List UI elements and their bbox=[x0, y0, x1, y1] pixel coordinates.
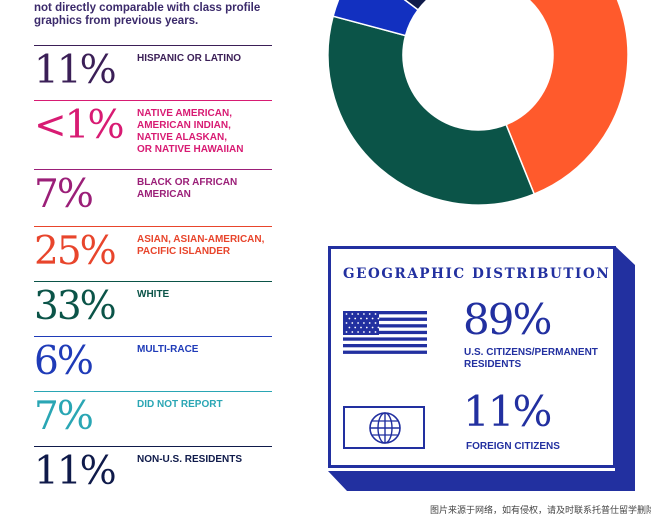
ethnicity-percent: 7% bbox=[34, 172, 94, 217]
flag-star bbox=[351, 313, 354, 315]
ethnicity-percent: 11% bbox=[34, 48, 117, 93]
ethnicity-percent: 25% bbox=[34, 229, 117, 274]
ethnicity-donut-chart bbox=[327, 0, 629, 206]
ethnicity-row: 11% NON-U.S. RESIDENTS bbox=[34, 446, 272, 500]
flag-star bbox=[354, 317, 357, 320]
foreign-citizens-percent: 11% bbox=[463, 387, 552, 436]
ethnicity-label: HISPANIC OR LATINO bbox=[137, 53, 242, 64]
ethnicity-label: WHITE bbox=[137, 289, 170, 300]
donut-segment-multi-race bbox=[332, 0, 420, 37]
flag-star bbox=[351, 331, 354, 333]
ethnicity-percent: 33% bbox=[34, 284, 117, 329]
ethnicity-row: 33% WHITE bbox=[34, 281, 272, 335]
us-citizens-percent: 89% bbox=[463, 295, 552, 344]
flag-star bbox=[363, 313, 365, 315]
flag-star bbox=[348, 317, 351, 320]
flag-stripe bbox=[343, 317, 427, 321]
flag-star bbox=[374, 331, 377, 333]
footer-note: 图片来源于网络，如有侵权，请及时联系托普仕留学删除 bbox=[430, 505, 651, 515]
flag-star bbox=[371, 326, 374, 329]
flag-star bbox=[363, 331, 365, 333]
flag-star bbox=[345, 313, 348, 315]
us-citizens-label: U.S. CITIZENS/PERMANENT RESIDENTS bbox=[464, 347, 598, 370]
ethnicity-percent: 7% bbox=[34, 394, 94, 439]
flag-star bbox=[345, 322, 348, 324]
ethnicity-row: <1% NATIVE AMERICAN, AMERICAN INDIAN, NAT… bbox=[34, 100, 272, 155]
ethnicity-percent: 11% bbox=[34, 449, 117, 494]
flag-stripe bbox=[343, 330, 427, 335]
geographic-distribution-panel: GEOGRAPHIC DISTRIBUTION 89% U.S. CITIZEN… bbox=[325, 243, 635, 491]
flag-star bbox=[363, 322, 365, 324]
geographic-box: GEOGRAPHIC DISTRIBUTION 89% U.S. CITIZEN… bbox=[328, 246, 616, 468]
ethnicity-row: 11% HISPANIC OR LATINO bbox=[34, 45, 272, 99]
intro-text: not directly comparable with class profi… bbox=[34, 2, 261, 27]
flag-star bbox=[377, 317, 380, 320]
flag-stripe bbox=[343, 311, 427, 315]
flag-stripe bbox=[343, 344, 427, 348]
flag-star bbox=[354, 326, 357, 329]
flag-star bbox=[368, 331, 371, 333]
ethnicity-row: 25% ASIAN, ASIAN-AMERICAN, PACIFIC ISLAND… bbox=[34, 226, 272, 280]
flag-star bbox=[351, 322, 354, 324]
ethnicity-percent: 6% bbox=[34, 339, 94, 384]
foreign-citizens-label: FOREIGN CITIZENS bbox=[466, 441, 560, 452]
flag-star bbox=[357, 331, 359, 333]
globe-frame bbox=[343, 406, 425, 449]
flag-star bbox=[357, 313, 359, 315]
flag-star bbox=[345, 331, 348, 333]
ethnicity-label: NON-U.S. RESIDENTS bbox=[137, 454, 243, 465]
ethnicity-label: BLACK OR AFRICAN AMERICAN bbox=[137, 177, 238, 200]
flag-star bbox=[360, 317, 362, 320]
ethnicity-label: MULTI-RACE bbox=[137, 344, 199, 355]
ethnicity-label: DID NOT REPORT bbox=[137, 399, 223, 410]
donut-segment-non-us bbox=[403, 0, 429, 11]
ethnicity-label: ASIAN, ASIAN-AMERICAN, PACIFIC ISLANDER bbox=[137, 234, 265, 257]
ethnicity-row: 7% DID NOT REPORT bbox=[34, 391, 272, 445]
flag-star bbox=[377, 326, 380, 329]
flag-stripe bbox=[343, 324, 427, 328]
ethnicity-label: NATIVE AMERICAN, AMERICAN INDIAN, NATIVE… bbox=[137, 108, 244, 155]
flag-star bbox=[368, 322, 371, 324]
globe-icon bbox=[369, 412, 401, 444]
flag-star bbox=[374, 322, 377, 324]
flag-stripe bbox=[343, 337, 427, 341]
flag-star bbox=[374, 313, 377, 315]
flag-star bbox=[360, 326, 362, 329]
ethnicity-row: 6% MULTI-RACE bbox=[34, 336, 272, 390]
donut-segment-white bbox=[327, 15, 536, 206]
ethnicity-row: 7% BLACK OR AFRICAN AMERICAN bbox=[34, 169, 272, 223]
flag-star bbox=[365, 317, 368, 320]
us-flag-icon bbox=[343, 311, 427, 354]
geographic-title: GEOGRAPHIC DISTRIBUTION bbox=[343, 266, 611, 282]
donut-segment-asian bbox=[505, 0, 629, 196]
ethnicity-percent: <1% bbox=[34, 103, 125, 148]
flag-star bbox=[348, 326, 351, 329]
flag-star bbox=[357, 322, 359, 324]
flag-stripe bbox=[343, 350, 427, 354]
flag-star bbox=[365, 326, 368, 329]
flag-star bbox=[368, 313, 371, 315]
flag-star bbox=[371, 317, 374, 320]
